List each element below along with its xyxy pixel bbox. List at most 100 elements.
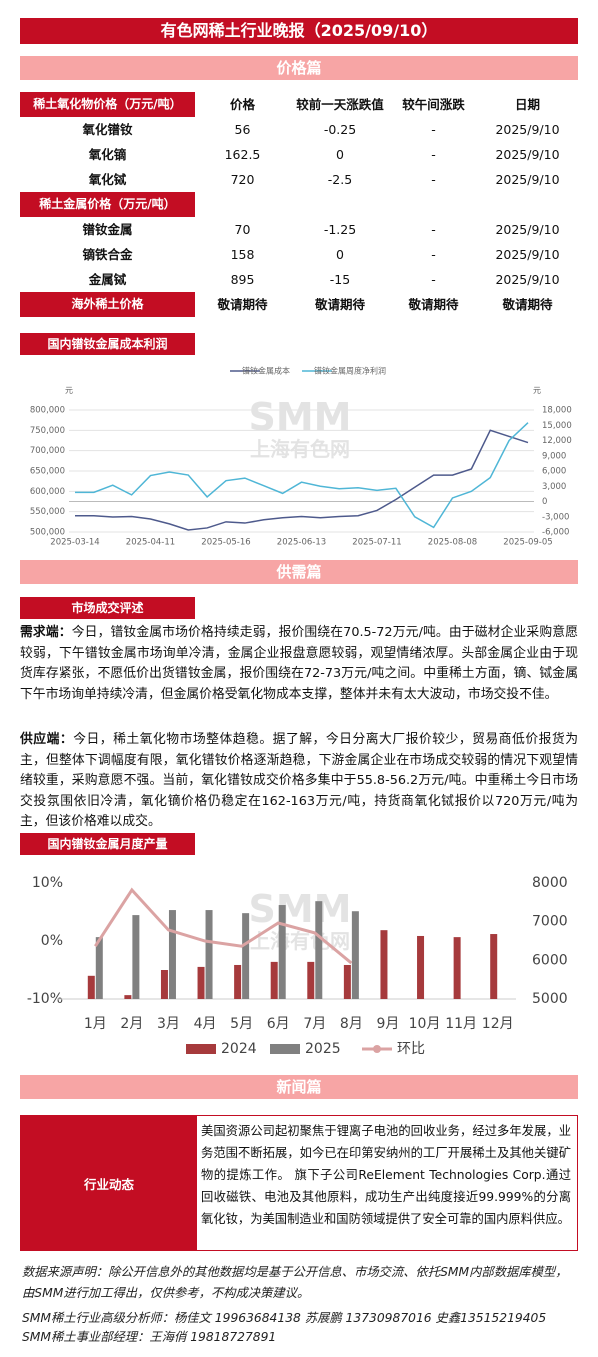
y2-tick-label: 0 <box>542 497 547 507</box>
paragraph-text: 今日，镨钕金属市场价格持续走弱，报价围绕在70.5-72万元/吨。由于磁材企业采… <box>20 625 578 702</box>
news-box: 行业动态 美国资源公司起初聚焦于锂离子电池的回收业务，经过多年发展，业务范围不断… <box>20 1115 578 1251</box>
table-cell: 0 <box>336 147 344 162</box>
y-tick-label: 600,000 <box>30 487 65 497</box>
y2-tick-label: 8000 <box>532 875 568 891</box>
table-cell <box>290 192 390 218</box>
page-title: 有色网稀土行业晚报（2025/09/10） <box>20 18 578 44</box>
table-row: 稀土氧化物价格（万元/吨） 价格 较前一天涨跌值 较午间涨跌 日期 <box>20 92 578 118</box>
bar <box>160 970 168 999</box>
legend-swatch <box>270 1044 300 1054</box>
y-tick-label: 0% <box>41 933 63 949</box>
legend-label: 镨钕金属周度净利润 <box>314 366 386 376</box>
bar <box>417 935 425 999</box>
table-cell: 较前一天涨跌值 <box>296 97 384 112</box>
x-tick-label: 1月 <box>84 1016 107 1032</box>
table-cell: 2025/9/10 <box>495 222 560 237</box>
row-header: 氧化镝 <box>88 147 127 162</box>
y-tick-label: 650,000 <box>30 467 65 477</box>
x-tick-label: 6月 <box>267 1016 290 1032</box>
section-title: 新闻篇 <box>20 1075 578 1099</box>
bar <box>132 915 140 999</box>
legend-marker <box>373 1045 381 1053</box>
y2-tick-label: 6,000 <box>542 467 566 477</box>
table-cell: 日期 <box>514 97 540 112</box>
legend-label: 2025 <box>305 1041 341 1057</box>
bar <box>95 937 103 999</box>
bar <box>278 905 286 999</box>
section-tag: 市场成交评述 <box>20 597 195 619</box>
table-cell: -15 <box>329 272 351 287</box>
paragraph-text: 今日，稀土氧化物市场整体趋稳。据了解，今日分离大厂报价较少，贸易商低价报货为主，… <box>20 732 579 829</box>
line <box>75 429 529 531</box>
bar <box>197 966 205 999</box>
legend-label: 2024 <box>221 1041 257 1057</box>
table-cell <box>477 192 578 218</box>
y-axis-label: 元 <box>65 386 73 395</box>
y2-tick-label: 6000 <box>532 952 568 968</box>
y2-axis-label: 元 <box>533 386 541 395</box>
y2-tick-label: 5000 <box>532 991 568 1007</box>
section-title: 价格篇 <box>20 56 578 80</box>
watermark: SMM <box>249 395 352 439</box>
table-row: 镝铁合金 158 0 - 2025/9/10 <box>20 242 578 267</box>
table-cell: 56 <box>234 122 251 137</box>
x-tick-label: 2025-06-13 <box>277 538 326 548</box>
x-tick-label: 2025-07-11 <box>352 538 401 548</box>
x-tick-label: 2025-04-11 <box>126 538 175 548</box>
table-cell: - <box>431 272 436 287</box>
bar <box>205 910 213 999</box>
table-cell <box>390 192 477 218</box>
y2-tick-label: 3,000 <box>542 482 566 492</box>
supply-paragraph: 供应端：今日，稀土氧化物市场整体趋稳。据了解，今日分离大厂报价较少，贸易商低价报… <box>20 730 578 833</box>
table-cell: 价格 <box>229 97 255 112</box>
table-cell: 2025/9/10 <box>495 247 560 262</box>
bar <box>234 964 242 999</box>
table-cell: 2025/9/10 <box>495 147 560 162</box>
disclaimer: 数据来源声明：除公开信息外的其他数据均是基于公开信息、市场交流、依托SMM内部数… <box>22 1265 568 1300</box>
x-tick-label: 2月 <box>120 1016 143 1032</box>
y-tick-label: -10% <box>27 991 63 1007</box>
table-cell: 720 <box>230 172 255 187</box>
table-cell: -1.25 <box>323 222 357 237</box>
table-cell: 2025/9/10 <box>495 272 560 287</box>
table-cell: - <box>431 122 436 137</box>
x-tick-label: 2025-08-08 <box>428 538 477 548</box>
x-tick-label: 2025-05-16 <box>201 538 250 548</box>
bar <box>315 901 323 999</box>
y2-tick-label: 15,000 <box>542 421 572 431</box>
row-header: 稀土金属价格（万元/吨） <box>20 192 195 218</box>
table-cell: 较午间涨跌 <box>402 97 465 112</box>
line <box>75 422 529 529</box>
row-header: 稀土氧化物价格（万元/吨） <box>20 92 195 118</box>
chart-title: 国内镨钕金属月度产量 <box>20 833 195 855</box>
table-cell: 敬请期待 <box>314 297 365 312</box>
table-cell: 0 <box>336 247 344 262</box>
x-tick-label: 7月 <box>303 1016 326 1032</box>
y-tick-label: 800,000 <box>30 406 65 416</box>
x-tick-label: 11月 <box>445 1016 477 1032</box>
chart-title: 国内镨钕金属成本利润 <box>20 333 195 355</box>
legend-label: 镨钕金属成本 <box>242 366 290 376</box>
legend-label: 环比 <box>397 1041 425 1057</box>
line <box>94 887 353 965</box>
table-row: 氧化镝 162.5 0 - 2025/9/10 <box>20 142 578 167</box>
y-tick-label: 750,000 <box>30 426 65 436</box>
bar <box>490 934 498 999</box>
table-row: 金属铽 895 -15 - 2025/9/10 <box>20 267 578 292</box>
table-cell <box>195 192 290 218</box>
table-cell: 895 <box>230 272 255 287</box>
bar <box>307 961 315 999</box>
y2-tick-label: 7000 <box>532 914 568 930</box>
y-tick-label: 700,000 <box>30 446 65 456</box>
bar <box>343 964 351 999</box>
table-row: 镨钕金属 70 -1.25 - 2025/9/10 <box>20 217 578 242</box>
demand-paragraph: 需求端：今日，镨钕金属市场价格持续走弱，报价围绕在70.5-72万元/吨。由于磁… <box>20 623 578 705</box>
x-tick-label: 4月 <box>194 1016 217 1032</box>
x-tick-label: 8月 <box>340 1016 363 1032</box>
x-tick-label: 10月 <box>409 1016 441 1032</box>
table-cell: 敬请期待 <box>502 297 553 312</box>
watermark: SMM <box>249 887 352 931</box>
table-row: 氧化铽 720 -2.5 - 2025/9/10 <box>20 167 578 192</box>
